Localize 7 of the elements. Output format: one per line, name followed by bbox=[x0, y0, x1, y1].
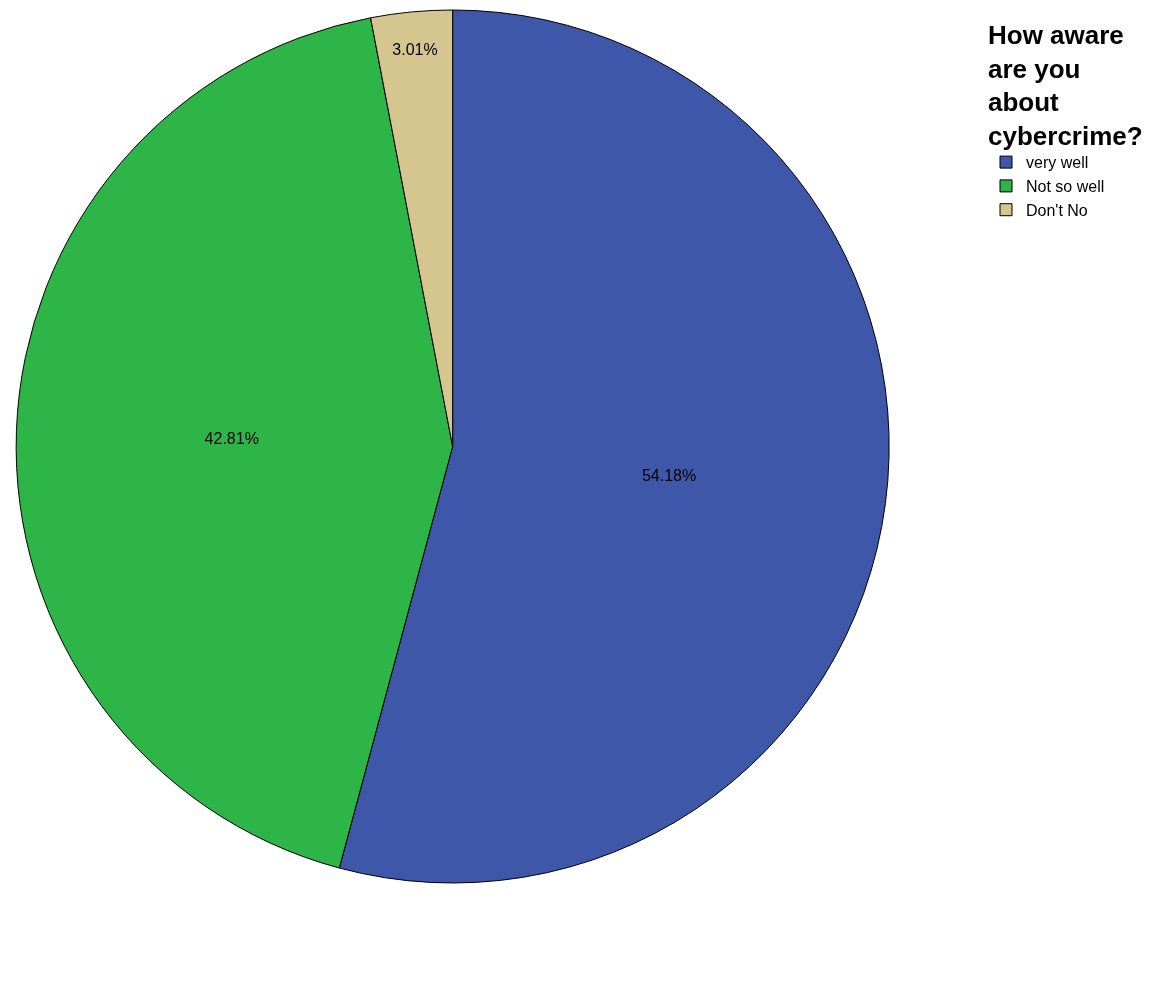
legend-label: very well bbox=[1026, 154, 1089, 172]
data-label: 42.81% bbox=[204, 429, 259, 447]
data-label: 3.01% bbox=[392, 40, 438, 58]
legend-label: Don't No bbox=[1026, 201, 1088, 219]
data-label: 54.18% bbox=[641, 466, 697, 484]
legend-title: How aware are you about cybercrime? bbox=[988, 19, 1143, 152]
legend-label: Not so well bbox=[1026, 178, 1105, 196]
